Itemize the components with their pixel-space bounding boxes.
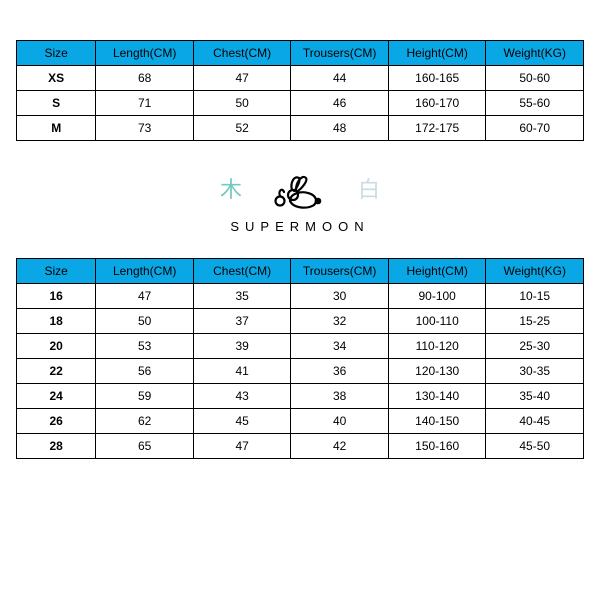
- table-cell: 34: [291, 334, 389, 359]
- table-cell: 44: [291, 66, 389, 91]
- table-cell: 25-30: [486, 334, 584, 359]
- table-cell: 130-140: [388, 384, 486, 409]
- table-cell: 40: [291, 409, 389, 434]
- table-cell: 42: [291, 434, 389, 459]
- brand-name: SUPERMOON: [16, 219, 584, 234]
- table-cell: 16: [17, 284, 96, 309]
- table-row: S715046160-17055-60: [17, 91, 584, 116]
- table-cell: 55-60: [486, 91, 584, 116]
- col-chest: Chest(CM): [193, 41, 291, 66]
- table-cell: 22: [17, 359, 96, 384]
- table-cell: 43: [193, 384, 291, 409]
- table-cell: 160-165: [388, 66, 486, 91]
- table-cell: 52: [193, 116, 291, 141]
- table-cell: 30: [291, 284, 389, 309]
- table-cell: 45-50: [486, 434, 584, 459]
- table-cell: 160-170: [388, 91, 486, 116]
- col-size: Size: [17, 259, 96, 284]
- table-header-row: Size Length(CM) Chest(CM) Trousers(CM) H…: [17, 41, 584, 66]
- col-height: Height(CM): [388, 41, 486, 66]
- col-weight: Weight(KG): [486, 259, 584, 284]
- col-height: Height(CM): [388, 259, 486, 284]
- table-cell: 53: [96, 334, 194, 359]
- table-row: 22564136120-13030-35: [17, 359, 584, 384]
- table-row: 24594338130-14035-40: [17, 384, 584, 409]
- col-trousers: Trousers(CM): [291, 259, 389, 284]
- table-row: XS684744160-16550-60: [17, 66, 584, 91]
- col-weight: Weight(KG): [486, 41, 584, 66]
- table-cell: 59: [96, 384, 194, 409]
- table-cell: 50: [96, 309, 194, 334]
- table-cell: 47: [193, 66, 291, 91]
- table-cell: 37: [193, 309, 291, 334]
- adult-size-table: Size Length(CM) Chest(CM) Trousers(CM) H…: [16, 40, 584, 141]
- table-cell: 39: [193, 334, 291, 359]
- table-row: 20533934110-12025-30: [17, 334, 584, 359]
- brand-logo-section: 木 白 SUPERMOON: [16, 171, 584, 234]
- table-cell: 24: [17, 384, 96, 409]
- table-cell: 60-70: [486, 116, 584, 141]
- col-length: Length(CM): [96, 41, 194, 66]
- table-cell: 36: [291, 359, 389, 384]
- table-cell: 120-130: [388, 359, 486, 384]
- table-row: 1647353090-10010-15: [17, 284, 584, 309]
- table-cell: 56: [96, 359, 194, 384]
- table-cell: 46: [291, 91, 389, 116]
- table-cell: 100-110: [388, 309, 486, 334]
- kids-size-table: Size Length(CM) Chest(CM) Trousers(CM) H…: [16, 258, 584, 459]
- table-cell: 68: [96, 66, 194, 91]
- table-row: M735248172-17560-70: [17, 116, 584, 141]
- table-cell: 15-25: [486, 309, 584, 334]
- table-cell: 38: [291, 384, 389, 409]
- table-cell: 45: [193, 409, 291, 434]
- table-cell: 62: [96, 409, 194, 434]
- logo-icons-row: 木 白: [16, 171, 584, 209]
- table-cell: 26: [17, 409, 96, 434]
- table-cell: 41: [193, 359, 291, 384]
- table-cell: 50-60: [486, 66, 584, 91]
- table-cell: 50: [193, 91, 291, 116]
- table-cell: 10-15: [486, 284, 584, 309]
- table-cell: S: [17, 91, 96, 116]
- table-cell: 32: [291, 309, 389, 334]
- table-cell: XS: [17, 66, 96, 91]
- table-header-row: Size Length(CM) Chest(CM) Trousers(CM) H…: [17, 259, 584, 284]
- table-cell: 28: [17, 434, 96, 459]
- col-size: Size: [17, 41, 96, 66]
- table-cell: 20: [17, 334, 96, 359]
- table-cell: 71: [96, 91, 194, 116]
- table-cell: 150-160: [388, 434, 486, 459]
- table-cell: 18: [17, 309, 96, 334]
- table-cell: 35-40: [486, 384, 584, 409]
- col-length: Length(CM): [96, 259, 194, 284]
- table-cell: 73: [96, 116, 194, 141]
- table-cell: 65: [96, 434, 194, 459]
- table-cell: 47: [193, 434, 291, 459]
- col-chest: Chest(CM): [193, 259, 291, 284]
- table-cell: 35: [193, 284, 291, 309]
- table-row: 18503732100-11015-25: [17, 309, 584, 334]
- table-cell: 140-150: [388, 409, 486, 434]
- table-cell: 172-175: [388, 116, 486, 141]
- rabbit-icon: [272, 171, 328, 209]
- cjk-right-char: 白: [358, 179, 380, 201]
- table-cell: 110-120: [388, 334, 486, 359]
- col-trousers: Trousers(CM): [291, 41, 389, 66]
- table-cell: 90-100: [388, 284, 486, 309]
- table-cell: 47: [96, 284, 194, 309]
- table-row: 26624540140-15040-45: [17, 409, 584, 434]
- cjk-left-char: 木: [220, 179, 242, 201]
- table-cell: M: [17, 116, 96, 141]
- table-cell: 30-35: [486, 359, 584, 384]
- table-cell: 48: [291, 116, 389, 141]
- table-row: 28654742150-16045-50: [17, 434, 584, 459]
- table-cell: 40-45: [486, 409, 584, 434]
